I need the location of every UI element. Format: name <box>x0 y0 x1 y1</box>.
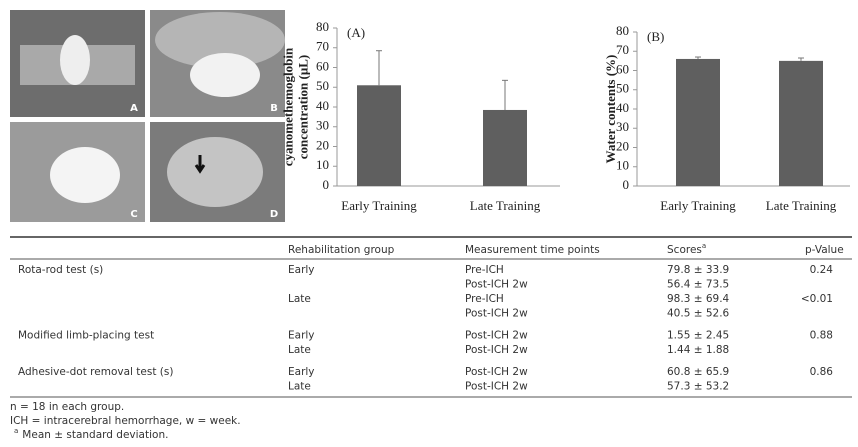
y-tick-label: 70 <box>616 42 629 57</box>
y-tick-label: 80 <box>616 23 629 38</box>
photo-label: B <box>270 103 278 114</box>
group: Early <box>288 366 315 378</box>
y-tick-label: 60 <box>616 61 629 76</box>
test-name: Modified limb-placing test <box>18 330 154 342</box>
y-axis-label: cyanomethemoglobin <box>280 47 295 166</box>
score: 98.3 ± 69.4 <box>667 293 730 305</box>
footnote-sup: a <box>14 427 18 435</box>
table-header: Measurement time points <box>465 244 600 256</box>
y-tick-label: 0 <box>323 177 330 192</box>
group: Late <box>288 381 311 393</box>
header-sup: a <box>702 242 706 250</box>
y-tick-label: 0 <box>623 177 630 192</box>
x-tick-label: Late Training <box>470 198 541 213</box>
panel-label: (B) <box>647 29 664 44</box>
y-tick-label: 20 <box>616 138 629 153</box>
y-tick-label: 30 <box>316 118 329 133</box>
footnote: a Mean ± standard deviation. <box>14 427 168 441</box>
time-point: Post-ICH 2w <box>465 279 528 291</box>
y-tick-label: 60 <box>316 58 329 73</box>
group: Late <box>288 344 311 356</box>
table-header: Scoresa <box>667 242 706 256</box>
x-tick-label: Late Training <box>766 198 837 213</box>
p-value: 0.86 <box>810 366 834 378</box>
group: Early <box>288 264 315 276</box>
score: 40.5 ± 52.6 <box>667 308 730 320</box>
photo-label: D <box>270 209 278 220</box>
y-tick-label: 70 <box>316 39 329 54</box>
group: Late <box>288 293 311 305</box>
p-value: 0.24 <box>810 264 834 276</box>
time-point: Post-ICH 2w <box>465 344 528 356</box>
time-point: Post-ICH 2w <box>465 308 528 320</box>
bar <box>357 85 401 186</box>
y-tick-label: 10 <box>316 157 329 172</box>
time-point: Pre-ICH <box>465 293 504 305</box>
footnote: n = 18 in each group. <box>10 401 124 413</box>
y-tick-label: 20 <box>316 137 329 152</box>
table-header: Rehabilitation group <box>288 244 395 256</box>
bar <box>676 58 720 187</box>
score: 56.4 ± 73.5 <box>667 279 729 291</box>
score: 57.3 ± 53.2 <box>667 381 729 393</box>
y-tick-label: 40 <box>616 100 629 115</box>
footnote-text: Mean ± standard deviation. <box>22 429 168 441</box>
group: Early <box>288 330 315 342</box>
photo-d-brain <box>167 137 263 207</box>
y-axis-label: Water contents (%) <box>603 55 618 164</box>
footnote: ICH = intracerebral hemorrhage, w = week… <box>10 415 241 427</box>
test-name: Adhesive-dot removal test (s) <box>18 366 173 378</box>
photos <box>10 10 285 222</box>
time-point: Pre-ICH <box>465 264 504 276</box>
y-tick-label: 40 <box>316 98 329 113</box>
score: 1.55 ± 2.45 <box>667 330 729 342</box>
y-tick-label: 80 <box>316 19 329 34</box>
time-point: Post-ICH 2w <box>465 366 528 378</box>
y-tick-label: 30 <box>616 119 629 134</box>
y-tick-label: 10 <box>616 158 629 173</box>
y-tick-label: 50 <box>616 81 629 96</box>
photo-b-rat <box>190 53 260 97</box>
photo-b-glove <box>155 12 285 68</box>
panel-label: (A) <box>347 25 365 40</box>
photo-label: C <box>130 209 137 220</box>
y-tick-label: 50 <box>316 78 329 93</box>
table-header: p-Value <box>805 244 844 256</box>
x-tick-label: Early Training <box>660 198 736 213</box>
score: 1.44 ± 1.88 <box>667 344 729 356</box>
bar <box>779 60 823 186</box>
header-text: Scores <box>667 244 702 256</box>
score: 60.8 ± 65.9 <box>667 366 729 378</box>
p-value: <0.01 <box>801 293 833 305</box>
photo-label: A <box>130 103 138 114</box>
x-tick-label: Early Training <box>341 198 417 213</box>
score: 79.8 ± 33.9 <box>667 264 729 276</box>
p-value: 0.88 <box>810 330 833 342</box>
bar <box>483 109 527 186</box>
test-name: Rota-rod test (s) <box>18 264 103 276</box>
time-point: Post-ICH 2w <box>465 381 528 393</box>
photo-a-rat <box>60 35 90 85</box>
time-point: Post-ICH 2w <box>465 330 528 342</box>
photo-d-arrow <box>194 155 206 174</box>
y-axis-label: concentration (μL) <box>295 55 310 160</box>
photo-c-rat <box>50 147 120 203</box>
